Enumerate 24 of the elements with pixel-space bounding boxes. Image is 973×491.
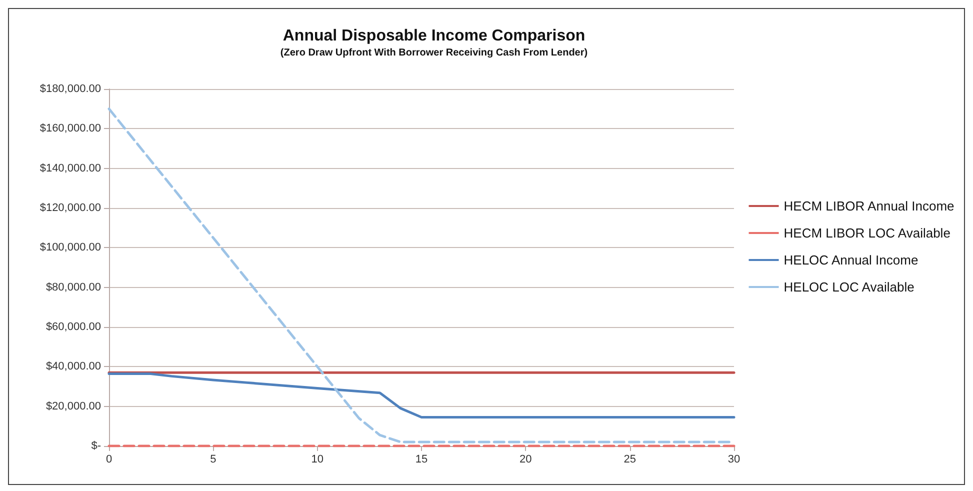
x-tick-label: 5 (210, 454, 216, 466)
y-tick-label: $80,000.00 (46, 281, 101, 294)
chart-title: Annual Disposable Income Comparison (282, 28, 586, 44)
y-tick-label: $120,000.00 (40, 202, 101, 214)
y-tick-label: $100,000.00 (40, 242, 101, 254)
line-series (108, 372, 736, 418)
legend-label: HECM LIBOR LOC Available (784, 226, 950, 240)
x-tick-label: 30 (728, 454, 740, 466)
y-tick-label: $160,000.00 (40, 122, 101, 135)
y-tick-label: $140,000.00 (40, 162, 101, 174)
x-tick-label: 25 (624, 454, 636, 466)
x-tick-label: 0 (106, 454, 112, 466)
y-tick-label: $180,000.00 (40, 83, 101, 95)
legend-label: HELOC Annual Income (784, 252, 918, 268)
y-tick-label: $40,000.00 (46, 360, 101, 373)
x-tick-label: 15 (415, 454, 428, 466)
legend-label: HECM LIBOR Annual Income (784, 198, 954, 214)
y-tick-label: $60,000.00 (46, 321, 101, 333)
x-tick-label: 10 (311, 454, 324, 466)
y-tick-label: $- (91, 440, 102, 452)
chart-subtitle: (Zero Draw Upfront With Borrower Receiving Cash From Lender) (280, 48, 588, 58)
legend-label: HELOC LOC Available (784, 280, 914, 294)
x-tick-label: 20 (520, 454, 532, 466)
y-tick-label: $20,000.00 (46, 400, 101, 412)
